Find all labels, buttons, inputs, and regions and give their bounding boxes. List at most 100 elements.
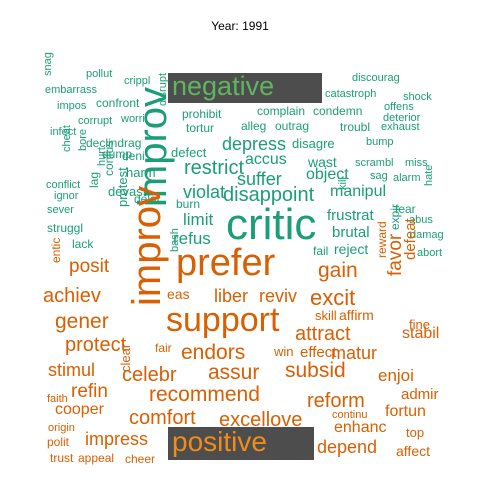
positive-word: effect (300, 344, 337, 361)
negative-word: condemn (313, 104, 363, 118)
negative-word: object (306, 166, 349, 183)
negative-word: alarm (393, 172, 421, 184)
positive-word: eas (167, 286, 190, 302)
positive-word: enjoi (378, 366, 414, 385)
positive-word: defeat (402, 218, 419, 260)
negative-word: wast (308, 154, 337, 170)
negative-word: snag (42, 52, 54, 76)
positive-word: fortun (385, 403, 426, 420)
negative-word: hurt (96, 147, 108, 166)
positive-word: attract (295, 323, 351, 345)
negative-label-box (168, 73, 322, 103)
positive-word: affect (396, 443, 430, 459)
negative-word: deni (122, 149, 145, 163)
negative-word: refus (173, 229, 211, 248)
negative-group-label: negative (172, 71, 275, 101)
positive-word: stimul (48, 360, 96, 380)
negative-word: suffer (237, 169, 282, 189)
negative-word: depress (222, 134, 287, 154)
negative-word: manipul (330, 183, 387, 200)
negative-word: disagre (292, 136, 335, 151)
positive-word: posit (69, 256, 110, 277)
positive-word: depend (317, 437, 378, 457)
positive-word: entic (49, 237, 63, 263)
positive-group-label: positive (172, 426, 267, 457)
negative-word: damag (410, 229, 444, 241)
negative-word: lack (72, 237, 94, 251)
negative-word: bump (366, 136, 394, 148)
negative-word: confront (96, 96, 140, 110)
negative-word: burn (176, 197, 201, 211)
negative-word: dump (102, 147, 133, 161)
negative-word: sag (370, 170, 388, 182)
positive-label-box (168, 427, 314, 460)
negative-word: expir (388, 203, 402, 230)
negative-word: frustrat (327, 207, 374, 224)
negative-word: troubl (340, 120, 371, 134)
positive-word: subsid (285, 359, 346, 382)
negative-word: struggl (47, 221, 84, 235)
negative-word: disappoint (223, 184, 315, 206)
negative-word: corrupt (78, 115, 113, 127)
negative-word: brutal (332, 224, 370, 241)
negative-word: critic (226, 200, 317, 249)
positive-word: gener (55, 310, 109, 333)
positive-word: cooper (55, 401, 104, 418)
negative-word: shock (403, 91, 432, 103)
negative-word: fail (313, 244, 329, 258)
positive-word: recommend (149, 383, 260, 406)
negative-word: complain (257, 104, 306, 118)
negative-word: tortur (186, 121, 215, 135)
negative-word: alleg (241, 119, 267, 133)
positive-word: affirm (339, 307, 374, 323)
negative-word: worri (121, 113, 145, 125)
positive-word: prefer (176, 242, 276, 284)
negative-word: delai (134, 192, 160, 206)
positive-word: reviv (259, 286, 298, 306)
negative-word: declindrag (86, 136, 142, 150)
positive-word: win (274, 344, 294, 359)
positive-word: gain (318, 259, 358, 282)
negative-word: fear (395, 202, 416, 216)
positive-word: cheer (125, 452, 156, 466)
negative-word: lag (87, 171, 101, 188)
positive-word: matur (331, 343, 378, 363)
positive-word: appeal (78, 451, 115, 465)
positive-word: stabil (402, 325, 440, 342)
positive-word: polit (47, 435, 70, 449)
positive-word: protect (65, 334, 127, 356)
positive-word: continu (332, 409, 368, 421)
negative-word: reject (334, 241, 369, 257)
positive-word: achiev (43, 285, 101, 307)
negative-word: miss (405, 157, 428, 169)
negative-word: deterior (383, 112, 421, 124)
positive-word: fair (155, 341, 172, 355)
negative-word: pollut (86, 68, 113, 80)
positive-word: trust (50, 451, 74, 465)
positive-word: assur (208, 361, 260, 384)
negative-word: scrambl (355, 157, 394, 169)
negative-word: ignor (54, 190, 79, 202)
positive-word: reform (307, 390, 365, 412)
positive-word: faith (47, 393, 68, 405)
positive-word: impress (85, 429, 149, 449)
positive-word: improv (125, 185, 169, 306)
negative-word: restrict (184, 157, 244, 179)
positive-word: support (166, 301, 280, 339)
negative-word: embarrass (45, 84, 97, 96)
negative-word: catastroph (325, 88, 377, 100)
positive-word: celebr (122, 364, 177, 386)
positive-word: excit (310, 285, 356, 310)
negative-word: exhaust (381, 121, 420, 133)
positive-word: excellove (219, 409, 303, 431)
negative-word: violat (183, 182, 226, 202)
chart-title: Year: 1991 (211, 19, 269, 33)
negative-word: bore (77, 128, 89, 151)
negative-word: infect (50, 126, 77, 138)
negative-word: impos (57, 100, 87, 112)
positive-word: reward (375, 221, 389, 258)
negative-word: disrupt (157, 72, 169, 106)
negative-word: offens (384, 101, 414, 113)
positive-word: enhanc (334, 419, 387, 436)
